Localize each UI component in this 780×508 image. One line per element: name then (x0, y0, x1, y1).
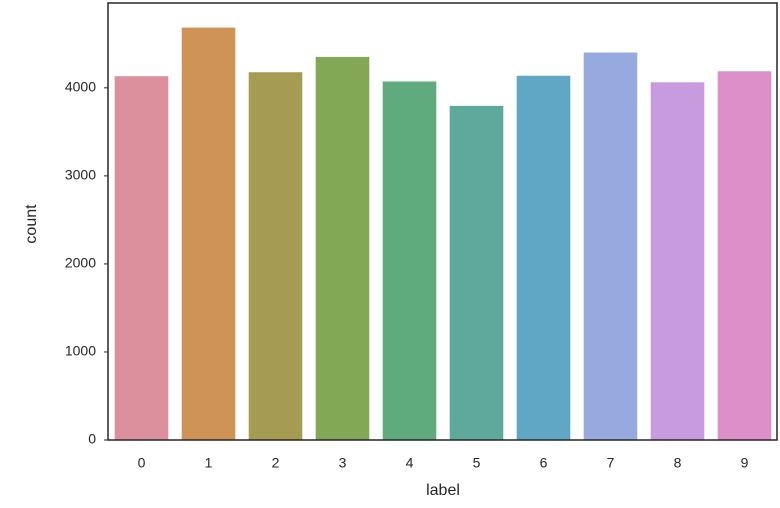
y-tick-label: 2000 (65, 255, 96, 271)
bar (382, 81, 437, 440)
bar (315, 56, 370, 441)
y-tick-label: 0 (88, 431, 96, 447)
y-axis-label: count (23, 204, 40, 244)
bar (516, 75, 571, 440)
x-tick-label: 5 (473, 455, 481, 471)
bar (248, 72, 303, 441)
axes-frame (107, 2, 778, 441)
bar (583, 52, 638, 440)
bar (717, 71, 772, 440)
x-tick-label: 3 (339, 455, 347, 471)
x-tick-label: 4 (406, 455, 414, 471)
x-tick-label: 6 (540, 455, 548, 471)
bar (650, 82, 705, 440)
x-tick-label: 7 (607, 455, 615, 471)
y-tick-label: 3000 (65, 167, 96, 183)
x-axis-label: label (426, 482, 460, 499)
y-tick-label: 4000 (65, 79, 96, 95)
x-tick-label: 8 (674, 455, 682, 471)
y-tick-label: 1000 (65, 343, 96, 359)
bar (449, 105, 504, 440)
bar (114, 76, 169, 441)
x-tick-label: 0 (138, 455, 146, 471)
bar (181, 27, 236, 441)
x-tick-label: 1 (205, 455, 213, 471)
x-tick-label: 9 (741, 455, 749, 471)
x-tick-label: 2 (272, 455, 280, 471)
